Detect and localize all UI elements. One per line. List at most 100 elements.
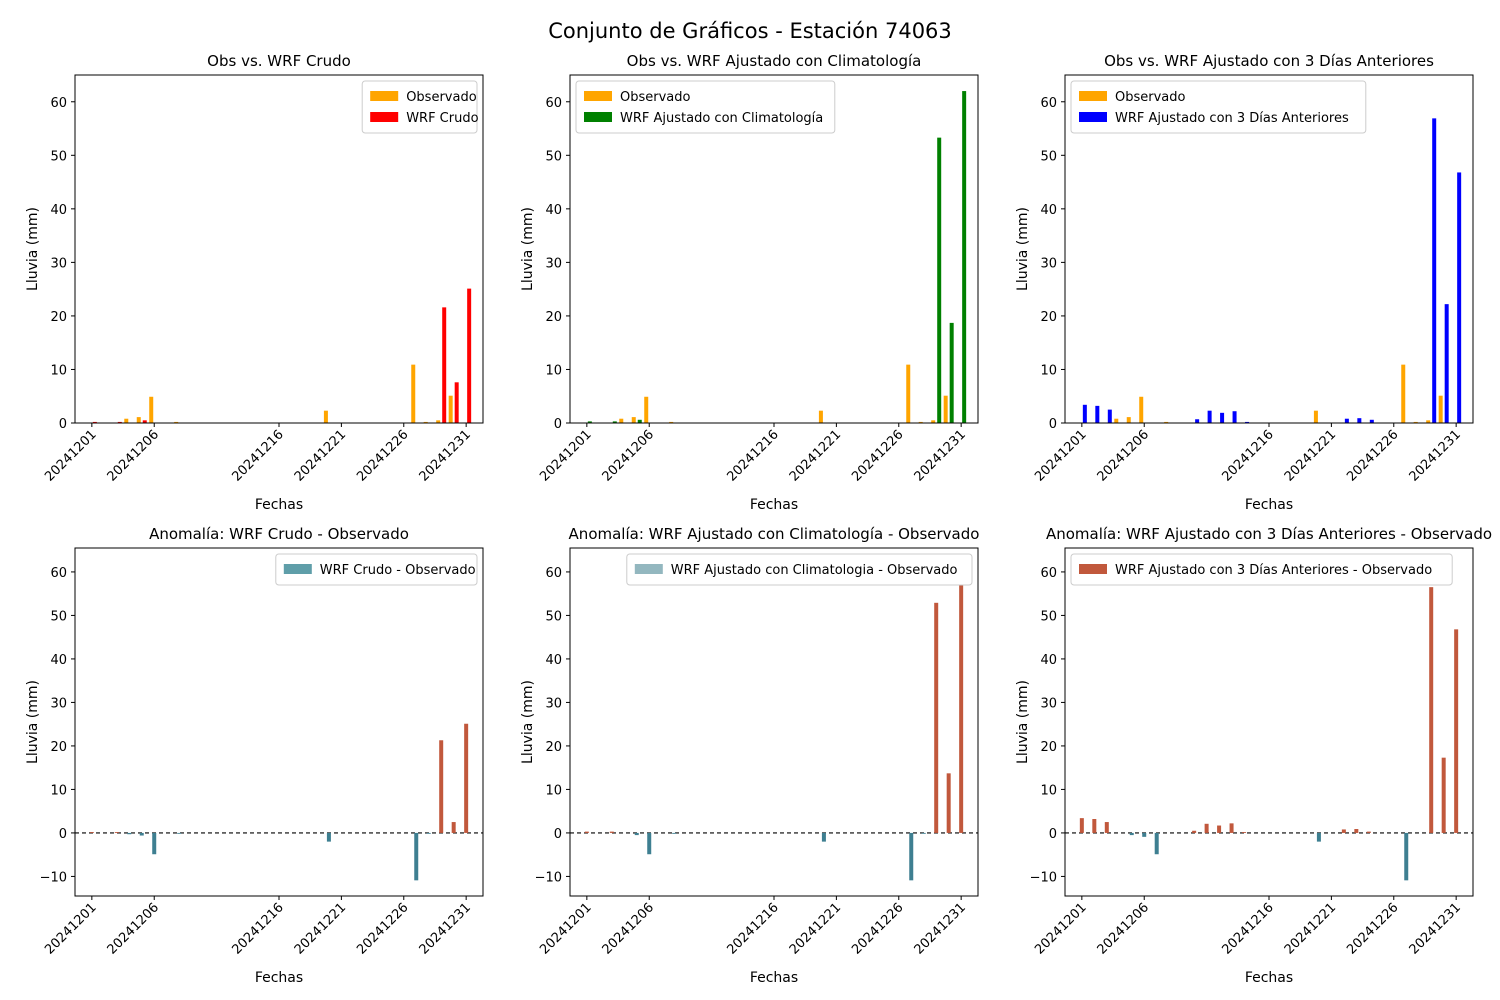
anomaly-bar [114,832,119,833]
legend-box [1070,553,1453,586]
anomaly-bar [1142,832,1147,837]
legend-box [1070,80,1367,134]
x-axis-label: Fechas [1245,497,1293,513]
anomaly-bar [1341,829,1346,833]
y-tick-label: 60 [50,566,67,581]
x-tick-label: 20241206 [1095,427,1152,484]
y-tick-label: 0 [554,827,562,842]
bar [1082,404,1087,423]
x-tick-label: 20241226 [849,900,906,957]
y-axis-label: Lluvia (mm) [1015,680,1031,764]
bar [411,364,416,423]
y-tick-label: −10 [1030,870,1057,885]
y-tick-label: 30 [1040,256,1057,271]
axes-frame [74,547,484,897]
x-tick-label: 20241231 [912,900,969,957]
x-tick-label: 20241206 [600,427,657,484]
x-tick-label: 20241216 [229,900,286,957]
bar [818,410,823,423]
legend: WRF Crudo - Observado [275,553,478,586]
y-axis-label: Lluvia (mm) [1015,207,1031,291]
bar [1401,364,1406,423]
bar [943,395,948,423]
y-tick-label: 10 [1040,783,1057,798]
bar [619,418,624,423]
bar [1357,418,1362,423]
bar [1426,420,1431,423]
y-tick-label: 30 [545,696,562,711]
bar [1457,172,1462,423]
y-tick-label: 50 [50,149,67,164]
bar [587,421,592,423]
y-tick-label: 0 [1049,417,1057,432]
y-tick-label: −10 [535,870,562,885]
y-tick-label: 60 [1040,566,1057,581]
x-tick-label: 20241206 [1095,900,1152,957]
y-tick-label: 20 [1040,310,1057,325]
bar [1438,395,1443,423]
legend-label: WRF Ajustado con Climatologia - Observad… [671,563,958,578]
legend-swatch [584,112,612,122]
legend-label: WRF Ajustado con 3 Días Anteriores - Obs… [1115,563,1432,578]
x-tick-label: 20241226 [1344,427,1401,484]
anomaly-bar [451,822,456,833]
y-tick-label: 10 [50,783,67,798]
legend-swatch [283,564,312,574]
bar [1313,410,1318,423]
legend-label: Observado [1115,90,1186,105]
chart-title: Obs vs. WRF Ajustado con Climatología [627,52,922,70]
y-tick-label: 40 [1040,653,1057,668]
bar [631,417,636,423]
chart-title: Obs vs. WRF Ajustado con 3 Días Anterior… [1104,52,1434,70]
x-tick-label: 20241226 [354,427,411,484]
anomaly-bar [1092,819,1097,833]
anomaly-bar [89,832,94,833]
bar [1195,419,1200,423]
anomaly-bar [1104,822,1109,833]
anomaly-bar [1316,832,1321,842]
bar [454,382,459,423]
x-tick-label: 20241216 [1219,427,1276,484]
bar [142,420,147,423]
y-tick-label: 20 [545,310,562,325]
x-axis-label: Fechas [255,497,303,513]
bar [442,307,447,423]
x-tick-label: 20241206 [600,900,657,957]
x-tick-label: 20241221 [1282,427,1339,484]
anomaly-bar [821,832,826,842]
chart-title: Anomalía: WRF Ajustado con Climatología … [569,525,980,543]
anomaly-bar [672,832,677,834]
x-tick-label: 20241221 [787,427,844,484]
x-tick-label: 20241226 [1344,900,1401,957]
anomaly-bar [177,832,182,834]
y-tick-label: 50 [1040,149,1057,164]
y-tick-label: 10 [545,363,562,378]
legend-swatch [1079,112,1107,122]
bar [918,421,923,423]
y-tick-label: 60 [1040,96,1057,111]
x-axis-label: Fechas [1245,970,1293,986]
x-tick-label: 20241221 [292,900,349,957]
y-tick-label: 30 [50,696,67,711]
bar [937,137,942,423]
anomaly-bar [1441,757,1446,833]
bar [149,396,154,423]
y-tick-label: 0 [59,827,67,842]
bar [1126,417,1131,423]
legend-box [626,553,973,586]
bar [1139,396,1144,423]
x-tick-label: 20241201 [537,900,594,957]
chart-panel-4: Anomalía: WRF Crudo - Observado −10 0 10 20 3… [25,525,484,986]
y-axis-label: Lluvia (mm) [25,680,41,764]
anomaly-bar [959,563,964,833]
x-tick-label: 20241201 [42,900,99,957]
y-tick-label: 30 [1040,696,1057,711]
bar [1107,409,1112,423]
bar [1245,421,1250,423]
anomaly-bar [439,740,444,833]
y-tick-label: 60 [545,96,562,111]
chart-panel-6: Anomalía: WRF Ajustado con 3 Días Anteri… [1015,525,1492,986]
y-tick-label: 0 [59,417,67,432]
bar [1095,405,1100,423]
